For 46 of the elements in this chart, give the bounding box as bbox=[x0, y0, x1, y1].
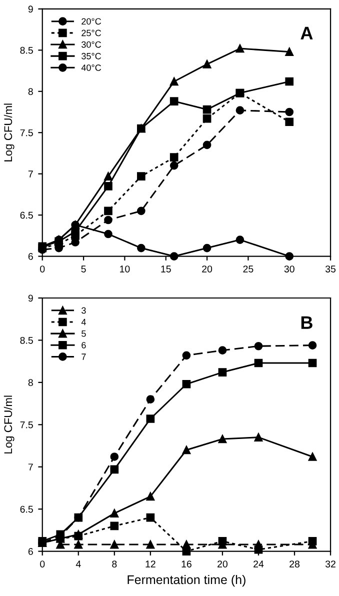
x-tick-label: 0 bbox=[40, 560, 45, 568]
x-tick-label: 0 bbox=[40, 266, 45, 272]
annotation: B bbox=[301, 316, 312, 329]
legend-label: 4 bbox=[81, 318, 86, 326]
y-axis-title: Log CFU/ml bbox=[4, 396, 14, 454]
x-tick-label: 25 bbox=[243, 266, 254, 272]
y-tick-label: 7 bbox=[28, 170, 33, 178]
x-tick-label: 35 bbox=[325, 266, 336, 272]
annotation: A bbox=[300, 26, 313, 40]
x-tick-label: 15 bbox=[161, 266, 171, 272]
y-tick-label: 6.5 bbox=[20, 506, 33, 513]
x-tick-label: 10 bbox=[120, 266, 130, 272]
y-tick-label: 7.5 bbox=[20, 421, 33, 428]
legend-label: 7 bbox=[82, 354, 86, 360]
x-tick-label: 24 bbox=[254, 560, 264, 568]
x-tick-label: 12 bbox=[146, 560, 156, 568]
x-tick-label: 30 bbox=[284, 266, 294, 272]
y-tick-label: 8.5 bbox=[20, 336, 33, 344]
y-tick-label: 6 bbox=[28, 253, 33, 260]
x-tick-label: 4 bbox=[76, 560, 81, 568]
x-tick-label: 5 bbox=[81, 266, 86, 272]
legend-label: 30°C bbox=[82, 41, 102, 48]
x-tick-label: 20 bbox=[202, 266, 212, 272]
x-axis-title: Fermentation time (h) bbox=[128, 574, 246, 587]
y-tick-label: 8 bbox=[28, 379, 33, 386]
legend-label: 3 bbox=[82, 307, 86, 314]
legend-label: 5 bbox=[82, 330, 86, 337]
y-tick-label: 8.5 bbox=[20, 46, 33, 54]
y-axis-title: Log CFU/ml bbox=[4, 104, 14, 162]
y-tick-label: 6 bbox=[28, 548, 33, 555]
x-tick-label: 20 bbox=[218, 560, 228, 568]
y-tick-label: 9 bbox=[28, 6, 33, 13]
x-tick-label: 32 bbox=[325, 560, 336, 568]
y-tick-label: 9 bbox=[28, 294, 33, 302]
legend-label: 20°C bbox=[82, 18, 102, 25]
y-tick-label: 7 bbox=[28, 464, 33, 470]
x-tick-label: 8 bbox=[112, 560, 117, 568]
legend-label: 6 bbox=[82, 342, 86, 348]
y-tick-label: 6.5 bbox=[20, 212, 33, 219]
y-tick-label: 8 bbox=[28, 88, 33, 96]
x-tick-label: 28 bbox=[290, 560, 300, 568]
x-tick-label: 16 bbox=[182, 560, 192, 568]
y-tick-label: 7.5 bbox=[20, 129, 33, 136]
legend-label: 25°C bbox=[82, 30, 102, 36]
legend-label: 40°C bbox=[81, 64, 102, 71]
legend-label: 35°C bbox=[82, 52, 102, 60]
